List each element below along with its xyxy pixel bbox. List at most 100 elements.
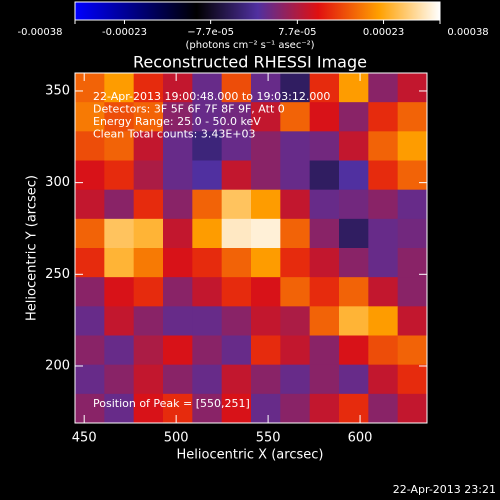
heatmap-cell <box>163 189 193 220</box>
heatmap-cell <box>75 306 105 336</box>
heatmap-cell <box>104 248 135 278</box>
heatmap-cell <box>251 393 281 424</box>
x-tick-label: 600 <box>348 431 373 446</box>
heatmap-cell <box>104 335 135 366</box>
heatmap-cell <box>368 306 399 336</box>
heatmap-cell <box>397 73 428 103</box>
heatmap-cell <box>339 160 369 191</box>
heatmap-cell <box>75 393 105 424</box>
heatmap-cell <box>251 160 281 191</box>
heatmap-cell <box>133 248 164 278</box>
heatmap-cell <box>368 277 399 307</box>
heatmap-cell <box>368 131 399 161</box>
heatmap-cell <box>280 73 311 103</box>
heatmap-cell <box>75 248 105 278</box>
heatmap-cell <box>192 73 223 103</box>
y-tick-label: 200 <box>45 358 70 373</box>
heatmap-cell <box>397 364 428 395</box>
heatmap-cell <box>251 277 281 307</box>
heatmap-cell <box>221 102 252 132</box>
x-axis-label: Heliocentric X (arcsec) <box>177 448 324 463</box>
heatmap-cell <box>221 393 252 424</box>
colorbar-tick-label: 0.00023 <box>363 27 404 38</box>
heatmap-cell <box>192 160 223 191</box>
heatmap-cell <box>133 364 164 395</box>
heatmap-cell <box>75 102 105 132</box>
heatmap-cell <box>368 364 399 395</box>
heatmap-cell <box>368 248 399 278</box>
heatmap-cell <box>309 131 340 161</box>
colorbar <box>74 1 441 21</box>
heatmap-cell <box>309 364 340 395</box>
heatmap-cell <box>397 131 428 161</box>
colorbar-tick-label: 0.00038 <box>447 27 488 38</box>
heatmap-cell <box>221 335 252 366</box>
heatmap-cell <box>163 277 193 307</box>
heatmap-cell <box>280 335 311 366</box>
heatmap-cell <box>251 102 281 132</box>
heatmap-cell <box>339 306 369 336</box>
heatmap-cell <box>280 160 311 191</box>
heatmap-cell <box>192 335 223 366</box>
heatmap-cell <box>133 306 164 336</box>
heatmap-cell <box>339 218 369 249</box>
chart-title: Reconstructed RHESSI Image <box>133 53 367 72</box>
heatmap-cell <box>280 131 311 161</box>
heatmap-cell <box>309 248 340 278</box>
heatmap-cell <box>251 306 281 336</box>
heatmap-cell <box>133 160 164 191</box>
heatmap-cell <box>104 364 135 395</box>
heatmap-cell <box>221 189 252 220</box>
heatmap-cell <box>339 73 369 103</box>
heatmap-cell <box>368 73 399 103</box>
colorbar-tick-label: 7.7e-05 <box>278 27 316 38</box>
heatmap-cell <box>280 393 311 424</box>
heatmap-cell <box>251 218 281 249</box>
heatmap-cell <box>104 393 135 424</box>
heatmap-cell <box>309 306 340 336</box>
annotation: Clean Total counts: 3.43E+03 <box>93 128 256 141</box>
heatmap-cell <box>251 335 281 366</box>
heatmap-cell <box>397 160 428 191</box>
heatmap-cell <box>221 218 252 249</box>
annotation: Energy Range: 25.0 - 50.0 keV <box>93 115 261 128</box>
colorbar-tick-label: −7.7e-05 <box>187 27 234 38</box>
heatmap-cell <box>104 218 135 249</box>
heatmap-cell <box>397 189 428 220</box>
heatmap-cell <box>397 393 428 424</box>
heatmap-cell <box>309 277 340 307</box>
heatmap-cell <box>280 248 311 278</box>
heatmap-cell <box>192 364 223 395</box>
heatmap-cell <box>368 335 399 366</box>
heatmap-cell <box>192 102 223 132</box>
heatmap-cell <box>75 73 105 103</box>
heatmap-cell <box>339 335 369 366</box>
heatmap-cell <box>221 73 252 103</box>
heatmap-cell <box>309 160 340 191</box>
heatmap-cell <box>133 335 164 366</box>
heatmap-cell <box>309 393 340 424</box>
heatmap-cell <box>280 218 311 249</box>
heatmap-cell <box>339 364 369 395</box>
heatmap-cell <box>251 248 281 278</box>
heatmap-cell <box>192 189 223 220</box>
heatmap-cell <box>104 277 135 307</box>
y-tick-label: 350 <box>45 83 70 98</box>
heatmap-cell <box>397 335 428 366</box>
heatmap-cell <box>309 102 340 132</box>
heatmap-cell <box>251 73 281 103</box>
heatmap-cell <box>280 277 311 307</box>
heatmap-cell <box>133 131 164 161</box>
heatmap-cell <box>397 277 428 307</box>
heatmap-cell <box>339 277 369 307</box>
heatmap-cell <box>251 189 281 220</box>
heatmap-cell <box>163 102 193 132</box>
plot-frame <box>74 72 428 424</box>
heatmap-cell <box>163 131 193 161</box>
colorbar-label: (photons cm⁻² s⁻¹ asec⁻²) <box>185 40 314 51</box>
heatmap-cell <box>368 160 399 191</box>
heatmap-cell <box>163 218 193 249</box>
heatmap-cell <box>163 364 193 395</box>
x-tick-label: 500 <box>164 431 189 446</box>
heatmap-cell <box>163 73 193 103</box>
